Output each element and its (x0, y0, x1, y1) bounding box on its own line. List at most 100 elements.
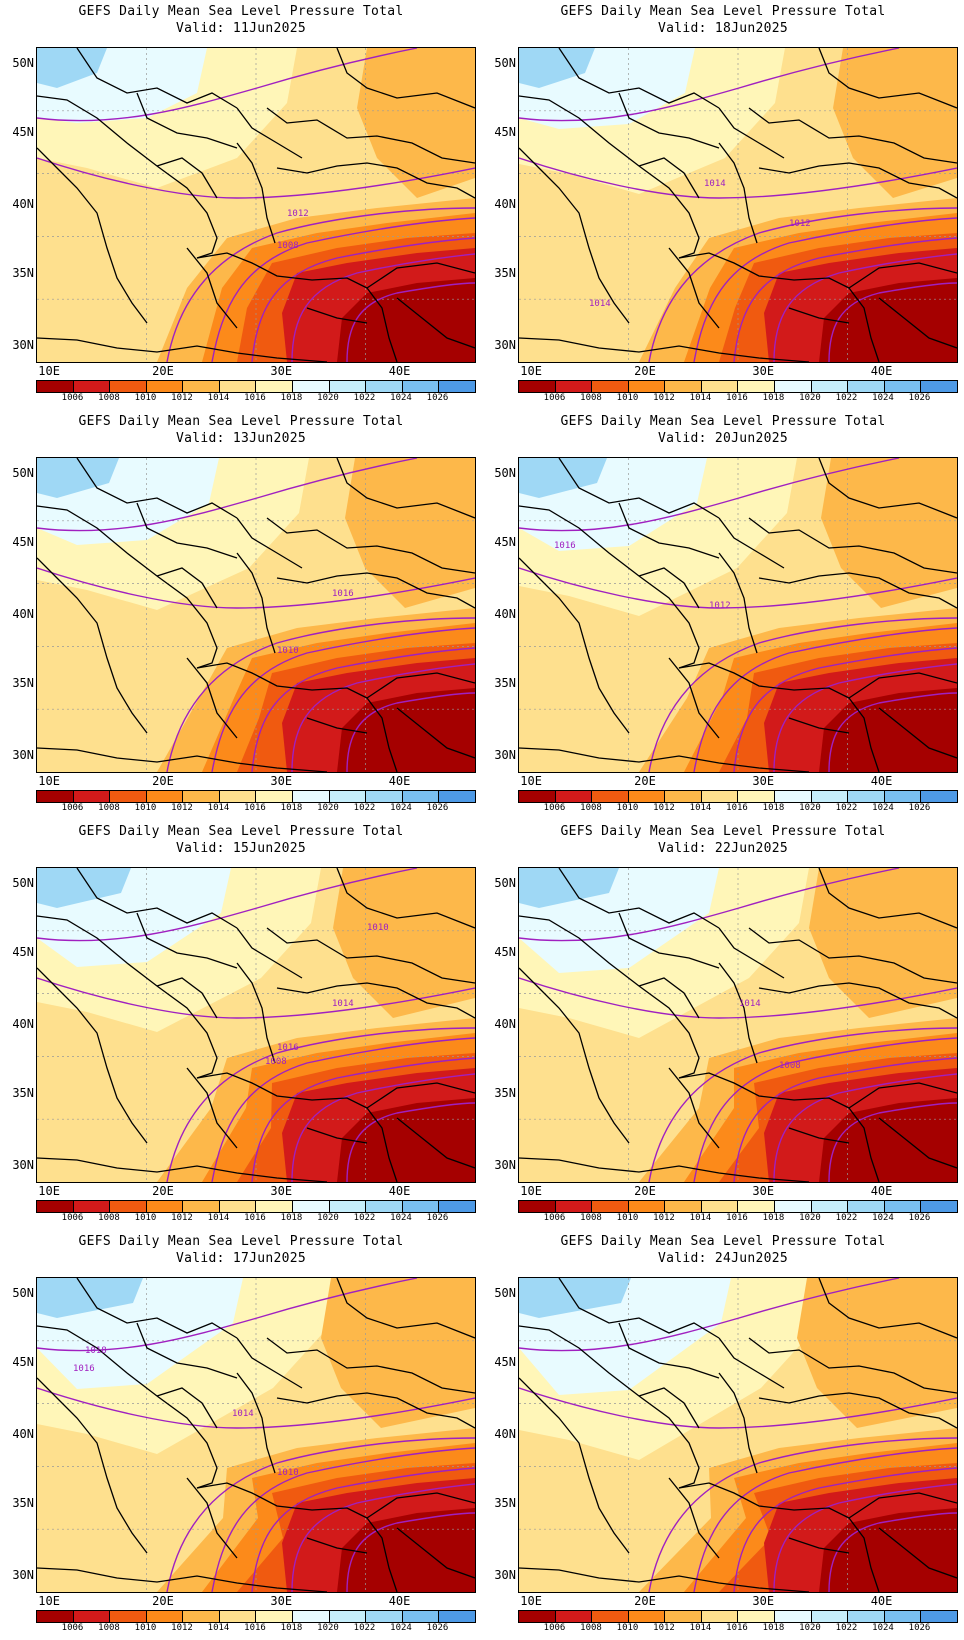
longitude-label: 40E (870, 1184, 893, 1198)
coastline (519, 505, 700, 669)
colorbar-swatch (402, 381, 440, 392)
colorbar-label: 1026 (908, 1623, 931, 1633)
colorbar-label: 1012 (653, 1623, 675, 1633)
colorbar-swatch (256, 381, 294, 392)
isobar-line (37, 157, 475, 199)
colorbar-swatch (293, 791, 330, 802)
colorbar-swatch (811, 791, 849, 802)
colorbar-swatch (592, 1201, 629, 1212)
coastline (788, 1537, 850, 1554)
coastline (396, 707, 475, 759)
coastline (678, 662, 850, 699)
colorbar-swatch (402, 1611, 440, 1622)
colorbar (36, 380, 476, 393)
colorbar-swatch (146, 791, 184, 802)
colorbar-label: 1008 (580, 393, 602, 403)
colorbar-swatch (701, 1201, 739, 1212)
coastline (306, 717, 368, 734)
colorbar-label: 1012 (171, 393, 193, 403)
panel-valid-date: Valid: 20Jun2025 (657, 431, 789, 446)
colorbar-label: 1008 (98, 803, 120, 813)
longitude-label: 30E (752, 1594, 775, 1608)
coastline (668, 1477, 720, 1559)
colorbar-swatch (665, 1611, 702, 1622)
latitude-label: 40N (494, 607, 516, 621)
latitude-label: 45N (12, 1354, 34, 1369)
isobar-label: 1014 (589, 299, 611, 309)
colorbar-swatch (402, 791, 440, 802)
colorbar-swatch (921, 1201, 957, 1212)
colorbar-swatch (738, 791, 776, 802)
coastline (236, 1337, 303, 1389)
colorbar-label: 1010 (134, 393, 157, 403)
pressure-region (833, 48, 957, 198)
coastline (306, 1537, 368, 1554)
colorbar-swatch (665, 381, 702, 392)
map-panel: GEFS Daily Mean Sea Level Pressure Total… (0, 410, 482, 820)
colorbar-swatch (628, 381, 666, 392)
isobar-label: 1012 (287, 209, 309, 219)
latitude-label: 35N (12, 266, 34, 281)
longitude-label: 30E (752, 364, 775, 378)
coastline (519, 915, 700, 1079)
colorbar-swatch (110, 791, 147, 802)
isobar-line (346, 692, 475, 772)
map-panel: GEFS Daily Mean Sea Level Pressure Total… (0, 0, 482, 410)
colorbar-swatch (592, 1611, 629, 1622)
longitude-label: 40E (388, 364, 411, 378)
panel-title: GEFS Daily Mean Sea Level Pressure Total (78, 414, 404, 429)
coastline (156, 567, 218, 609)
longitude-label: 20E (634, 1184, 656, 1198)
colorbar-swatch (73, 1201, 111, 1212)
colorbar-swatch (402, 1201, 440, 1212)
colorbar-label: 1022 (835, 1213, 858, 1223)
coastline (848, 672, 957, 699)
pressure-region (337, 1098, 475, 1182)
colorbar-swatch (775, 791, 812, 802)
coastline (638, 1387, 700, 1429)
colorbar-label: 1022 (353, 803, 376, 813)
coastline (848, 1082, 957, 1109)
coastline (236, 1372, 276, 1474)
longitude-label: 10E (38, 1594, 60, 1608)
pressure-region (321, 1278, 475, 1428)
latitude-label: 35N (12, 676, 34, 691)
isobar-label: 1010 (277, 646, 299, 656)
panel-title: GEFS Daily Mean Sea Level Pressure Total (78, 824, 404, 839)
coastline (519, 1325, 700, 1489)
colorbar-label: 1018 (762, 1213, 785, 1223)
colorbar-swatch (219, 381, 257, 392)
colorbar-label: 1012 (653, 803, 675, 813)
colorbar-label: 1020 (799, 1213, 821, 1223)
isobar-label: 1008 (277, 241, 299, 251)
isobar-label: 1012 (709, 601, 731, 611)
colorbar-swatch (329, 791, 367, 802)
coastline (236, 517, 303, 569)
isobar-label: 1018 (85, 1346, 107, 1356)
coastline (186, 657, 238, 739)
coastline (848, 1107, 880, 1182)
colorbar (518, 790, 958, 803)
coastline (76, 458, 238, 519)
isobar-line (733, 237, 957, 362)
panel-title: GEFS Daily Mean Sea Level Pressure Total (560, 1234, 886, 1249)
latitude-label: 45N (494, 124, 516, 139)
isobar-line (211, 1447, 475, 1592)
colorbar-swatch (555, 381, 593, 392)
colorbar-swatch (775, 1611, 812, 1622)
coastline (818, 458, 957, 519)
latitude-label: 50N (494, 875, 516, 890)
pressure-region (357, 48, 475, 198)
pressure-map: 1016 1012 (518, 457, 958, 773)
isobar-line (166, 207, 475, 362)
colorbar-swatch (219, 1611, 257, 1622)
colorbar-label: 1010 (134, 1213, 157, 1223)
isobar-line (773, 253, 957, 362)
colorbar-label: 1016 (726, 803, 748, 813)
panel-title: GEFS Daily Mean Sea Level Pressure Total (560, 414, 886, 429)
longitude-label: 20E (634, 364, 656, 378)
panel-valid-date: Valid: 15Jun2025 (175, 841, 307, 856)
colorbar-swatch (738, 1201, 776, 1212)
panel-title: GEFS Daily Mean Sea Level Pressure Total (560, 4, 886, 19)
latitude-label: 45N (494, 534, 516, 549)
